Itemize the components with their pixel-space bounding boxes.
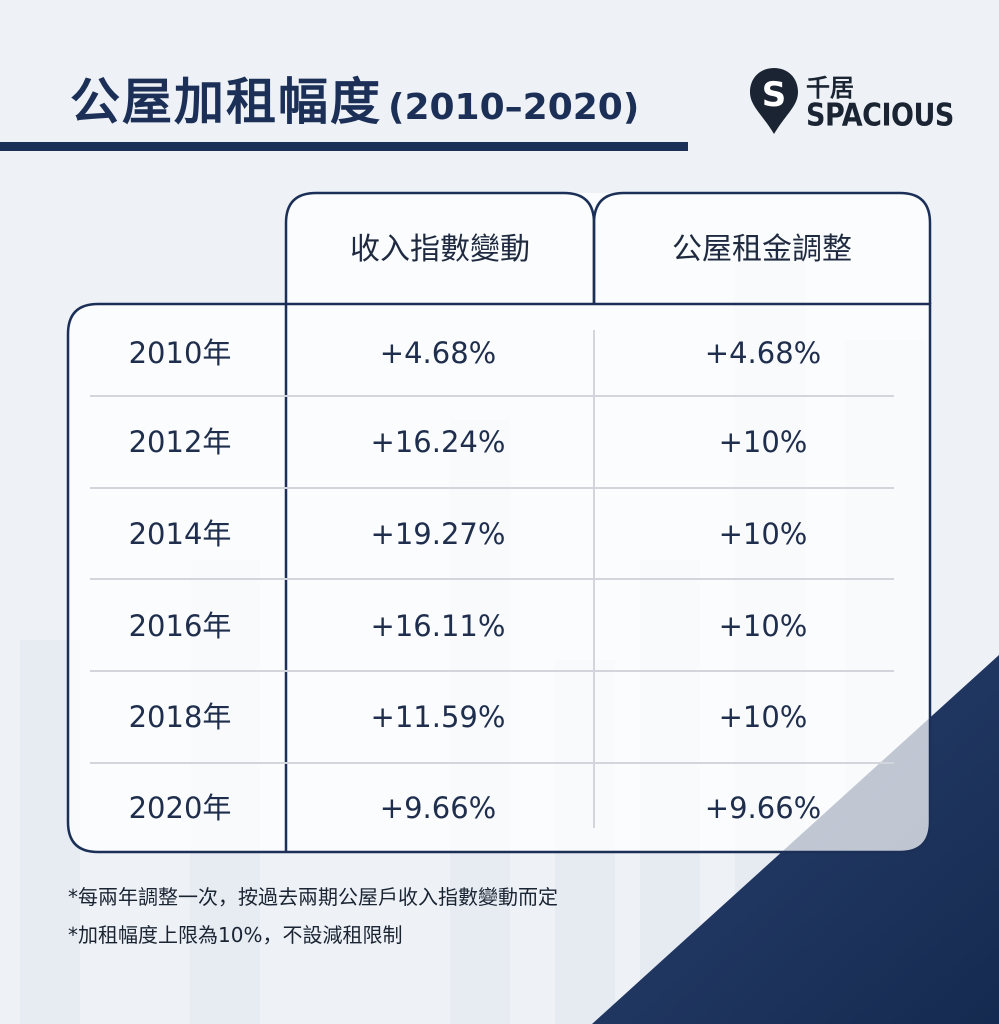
title-underline bbox=[0, 142, 688, 151]
logo-mark-letter: S bbox=[762, 75, 787, 115]
row-year: 2014年 bbox=[128, 517, 232, 551]
spacious-logo: S 千居 SPACIOUS bbox=[748, 66, 954, 136]
footnotes: *每兩年調整一次，按過去兩期公屋戶收入指數變動而定 *加租幅度上限為10%，不設… bbox=[68, 878, 558, 954]
title-main: 公屋加租幅度 bbox=[70, 73, 382, 131]
footnote: *加租幅度上限為10%，不設減租限制 bbox=[68, 923, 403, 947]
page-title: 公屋加租幅度 (2010–2020) bbox=[70, 62, 639, 134]
row-year: 2018年 bbox=[128, 700, 232, 734]
row-income-change: +16.24% bbox=[370, 425, 506, 459]
row-income-change: +19.27% bbox=[370, 517, 506, 551]
location-pin-icon: S bbox=[750, 68, 798, 134]
row-income-change: +9.66% bbox=[379, 791, 497, 825]
row-year: 2020年 bbox=[128, 791, 232, 825]
row-rent-adjustment: +4.68% bbox=[704, 336, 822, 370]
row-rent-adjustment: +10% bbox=[718, 517, 808, 551]
header-rent-adjustment: 公屋租金調整 bbox=[672, 232, 852, 267]
row-income-change: +16.11% bbox=[370, 609, 506, 643]
body-box bbox=[66, 302, 932, 854]
row-year: 2016年 bbox=[128, 609, 232, 643]
row-year: 2010年 bbox=[128, 336, 232, 370]
header-income-index-change: 收入指數變動 bbox=[350, 232, 530, 267]
logo-chinese: 千居 bbox=[806, 73, 854, 102]
title-range: (2010–2020) bbox=[388, 87, 640, 128]
row-income-change: +11.59% bbox=[370, 700, 506, 734]
footnote: *每兩年調整一次，按過去兩期公屋戶收入指數變動而定 bbox=[68, 885, 558, 909]
header-box-income bbox=[284, 191, 596, 304]
logo-english: SPACIOUS bbox=[806, 97, 954, 133]
row-income-change: +4.68% bbox=[379, 336, 497, 370]
row-rent-adjustment: +10% bbox=[718, 700, 808, 734]
row-year: 2012年 bbox=[128, 425, 232, 459]
row-rent-adjustment: +10% bbox=[718, 425, 808, 459]
row-rent-adjustment: +10% bbox=[718, 609, 808, 643]
header-box-rent bbox=[592, 191, 932, 304]
row-rent-adjustment: +9.66% bbox=[704, 791, 822, 825]
